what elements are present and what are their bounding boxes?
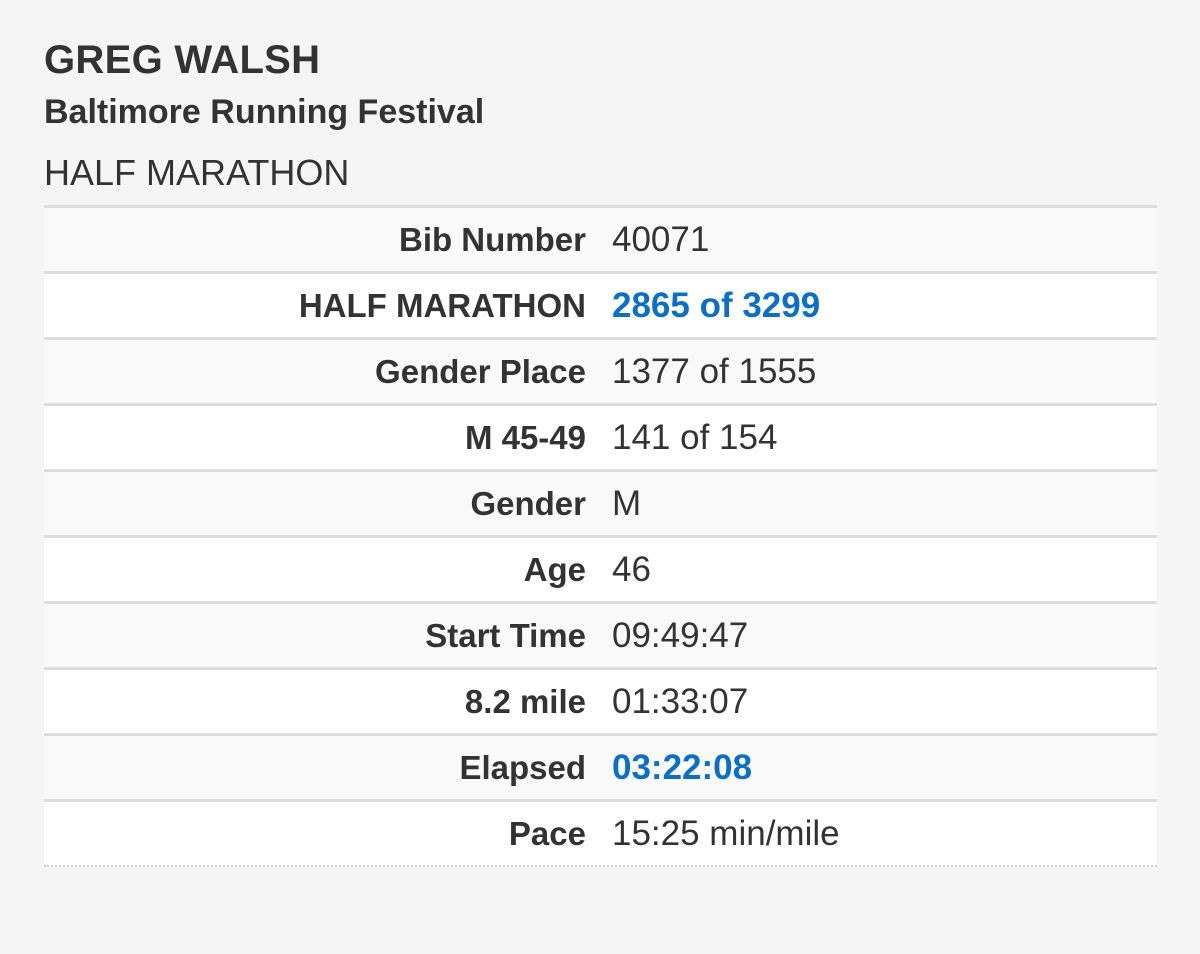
results-table: Bib Number 40071 HALF MARATHON 2865 of 3… [44,205,1157,867]
result-value: 40071 [612,219,710,259]
event-name: Baltimore Running Festival [44,93,485,131]
result-label: Age [523,550,586,588]
result-value: M [612,483,642,523]
runner-name: GREG WALSH [44,38,321,82]
result-label: Elapsed [459,748,586,786]
result-label: M 45-49 [464,418,586,456]
result-label: Bib Number [398,220,586,258]
result-row-bib-number: Bib Number 40071 [44,208,1157,274]
elapsed-time-value: 03:22:08 [612,747,753,787]
result-row-pace: Pace 15:25 min/mile [44,802,1157,867]
result-label: Start Time [425,616,586,654]
result-value: 01:33:07 [612,681,749,721]
race-name: HALF MARATHON [44,152,350,193]
result-row-gender-place: Gender Place 1377 of 1555 [44,340,1157,406]
result-value: 141 of 154 [612,417,778,457]
result-row-age: Age 46 [44,538,1157,604]
result-row-gender: Gender M [44,472,1157,538]
result-row-elapsed: Elapsed 03:22:08 [44,736,1157,802]
result-row-start-time: Start Time 09:49:47 [44,604,1157,670]
result-value: 15:25 min/mile [612,813,840,853]
result-value: 09:49:47 [612,615,749,655]
result-value: 1377 of 1555 [612,351,817,391]
result-row-age-group-place: M 45-49 141 of 154 [44,406,1157,472]
result-label: Pace [508,814,586,852]
results-header: GREG WALSH Baltimore Running Festival HA… [44,36,484,195]
result-label: 8.2 mile [464,682,586,720]
result-label: HALF MARATHON [298,286,586,324]
result-row-split-8-2-mile: 8.2 mile 01:33:07 [44,670,1157,736]
overall-place-link[interactable]: 2865 of 3299 [612,285,821,325]
result-value: 46 [612,549,651,589]
result-label: Gender Place [375,352,586,390]
result-row-overall-place: HALF MARATHON 2865 of 3299 [44,274,1157,340]
result-label: Gender [470,484,586,522]
